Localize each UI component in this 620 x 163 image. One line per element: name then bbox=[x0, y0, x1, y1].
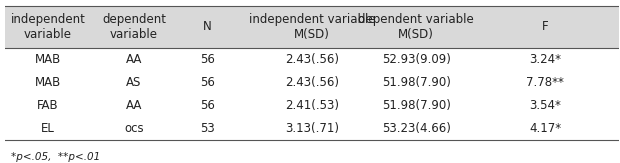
Text: 2.43(.56): 2.43(.56) bbox=[285, 76, 339, 89]
Text: 2.43(.56): 2.43(.56) bbox=[285, 53, 339, 66]
Text: FAB: FAB bbox=[37, 99, 59, 112]
Text: 3.54*: 3.54* bbox=[529, 99, 561, 112]
Text: 3.13(.71): 3.13(.71) bbox=[285, 122, 339, 135]
Text: independent variable
M(SD): independent variable M(SD) bbox=[249, 13, 375, 41]
Text: MAB: MAB bbox=[35, 53, 61, 66]
Text: AA: AA bbox=[126, 99, 142, 112]
Text: MAB: MAB bbox=[35, 76, 61, 89]
Text: 56: 56 bbox=[200, 76, 215, 89]
Text: AS: AS bbox=[126, 76, 142, 89]
Text: 53.23(4.66): 53.23(4.66) bbox=[382, 122, 451, 135]
Text: 53: 53 bbox=[200, 122, 215, 135]
Text: *p<.05,  **p<.01: *p<.05, **p<.01 bbox=[11, 152, 100, 162]
Text: 56: 56 bbox=[200, 53, 215, 66]
Bar bbox=[5, 6, 619, 48]
Text: 56: 56 bbox=[200, 99, 215, 112]
Text: dependent
variable: dependent variable bbox=[102, 13, 166, 41]
Text: 7.78**: 7.78** bbox=[526, 76, 564, 89]
Text: 52.93(9.09): 52.93(9.09) bbox=[382, 53, 451, 66]
Text: 2.41(.53): 2.41(.53) bbox=[285, 99, 339, 112]
Text: ocs: ocs bbox=[124, 122, 144, 135]
Text: dependent variable
M(SD): dependent variable M(SD) bbox=[358, 13, 474, 41]
Text: 4.17*: 4.17* bbox=[529, 122, 561, 135]
Text: 51.98(7.90): 51.98(7.90) bbox=[382, 99, 451, 112]
Text: EL: EL bbox=[41, 122, 55, 135]
Text: independent
variable: independent variable bbox=[11, 13, 86, 41]
Text: 51.98(7.90): 51.98(7.90) bbox=[382, 76, 451, 89]
Text: N: N bbox=[203, 20, 212, 33]
Text: 3.24*: 3.24* bbox=[529, 53, 561, 66]
Text: AA: AA bbox=[126, 53, 142, 66]
Text: F: F bbox=[542, 20, 548, 33]
